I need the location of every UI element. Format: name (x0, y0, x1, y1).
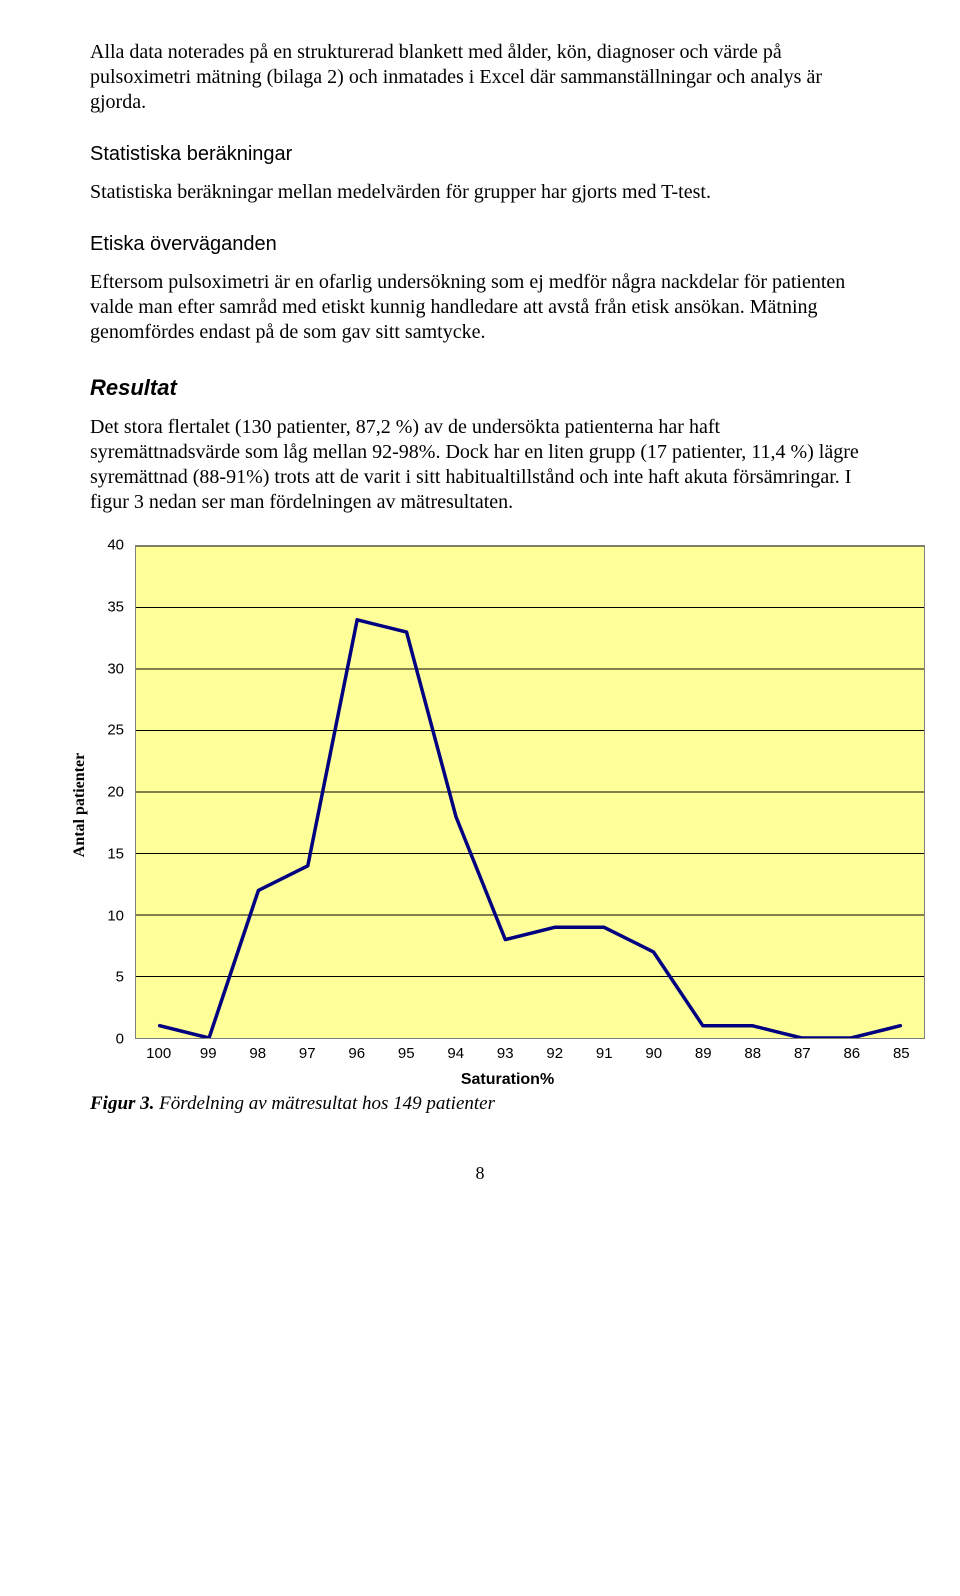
x-tick-label: 100 (146, 1045, 171, 1062)
x-tick-label: 98 (249, 1045, 266, 1062)
caption-label: Figur 3. (90, 1093, 154, 1114)
x-tick-label: 88 (744, 1045, 761, 1062)
x-axis-labels: 100 99 98 97 96 95 94 93 92 91 90 89 88 87 86 85 (135, 1043, 925, 1065)
line-chart (135, 545, 925, 1039)
x-tick-label: 90 (645, 1045, 662, 1062)
y-tick-label: 5 (116, 969, 124, 986)
page-number: 8 (90, 1163, 870, 1184)
y-tick-label: 25 (107, 722, 124, 739)
chart-frame: Antal patienter 0510152025303540 1009998… (90, 545, 925, 1065)
x-tick-label: 93 (497, 1045, 514, 1062)
x-tick-label: 97 (299, 1045, 316, 1062)
paragraph-ethics: Eftersom pulsoximetri är en ofarlig unde… (90, 270, 870, 345)
y-tick-label: 20 (107, 784, 124, 801)
chart-container: Antal patienter 0510152025303540 1009998… (90, 545, 870, 1115)
x-axis-title: Saturation% (90, 1071, 925, 1089)
x-tick-label: 89 (695, 1045, 712, 1062)
x-tick-label: 91 (596, 1045, 613, 1062)
x-tick-label: 94 (447, 1045, 464, 1062)
paragraph-results: Det stora flertalet (130 patienter, 87,2… (90, 415, 870, 515)
heading-statistics: Statistiska beräkningar (90, 143, 870, 166)
x-tick-label: 96 (348, 1045, 365, 1062)
document-page: Alla data noterades på en strukturerad b… (0, 0, 960, 1244)
x-tick-label: 99 (200, 1045, 217, 1062)
x-tick-label: 92 (546, 1045, 563, 1062)
y-axis-title: Antal patienter (71, 753, 89, 857)
figure-caption: Figur 3. Fördelning av mätresultat hos 1… (90, 1093, 925, 1115)
heading-ethics: Etiska överväganden (90, 233, 870, 256)
y-tick-label: 40 (107, 537, 124, 554)
y-tick-label: 30 (107, 660, 124, 677)
x-tick-label: 86 (843, 1045, 860, 1062)
y-tick-label: 35 (107, 598, 124, 615)
y-tick-label: 0 (116, 1031, 124, 1048)
heading-results: Resultat (90, 375, 870, 401)
y-tick-label: 15 (107, 845, 124, 862)
caption-text: Fördelning av mätresultat hos 149 patien… (154, 1093, 495, 1114)
paragraph-intro: Alla data noterades på en strukturerad b… (90, 40, 870, 115)
x-tick-label: 87 (794, 1045, 811, 1062)
x-tick-label: 85 (893, 1045, 910, 1062)
y-tick-label: 10 (107, 907, 124, 924)
paragraph-statistics: Statistiska beräkningar mellan medelvärd… (90, 180, 870, 205)
x-tick-label: 95 (398, 1045, 415, 1062)
y-axis-labels: 0510152025303540 (90, 545, 130, 1065)
